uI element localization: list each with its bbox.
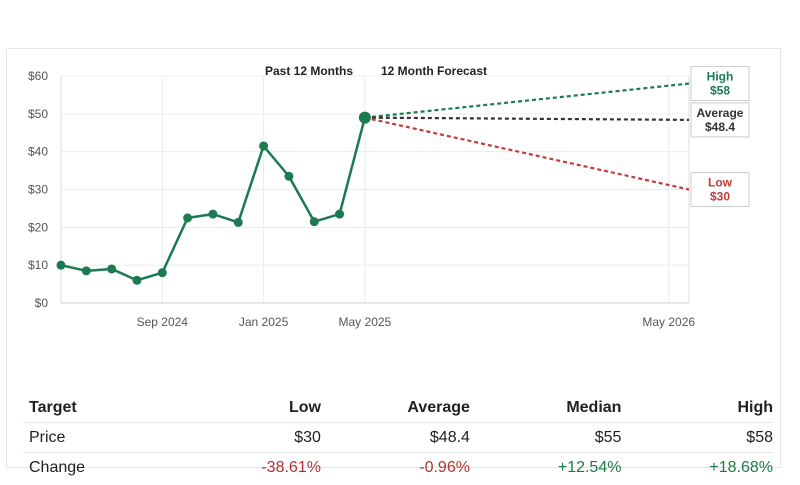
history-data-point <box>284 171 294 181</box>
forecast-line-low <box>364 116 690 191</box>
x-tick-label: May 2026 <box>642 315 695 329</box>
y-tick-label: $60 <box>28 69 48 83</box>
change-average: -0.96% <box>419 458 470 476</box>
history-data-point <box>132 275 142 285</box>
current-price-point <box>358 111 371 124</box>
table-row-change: Change -38.61% -0.96% +12.54% +18.68% <box>23 453 773 483</box>
price-low: $30 <box>179 422 321 453</box>
row-label-change: Change <box>29 458 86 476</box>
y-tick-label: $50 <box>28 107 48 121</box>
header-low: Low <box>179 393 321 423</box>
header-median: Median <box>469 393 622 423</box>
row-label-price: Price <box>23 422 179 453</box>
forecast-label-name: Average <box>697 106 744 120</box>
history-data-point <box>157 268 167 278</box>
forecast-label-low: Low$30 <box>690 172 750 207</box>
forecast-label-box <box>690 66 750 102</box>
history-data-point <box>335 209 345 219</box>
y-tick-label: $30 <box>28 183 48 197</box>
history-data-point <box>81 266 91 276</box>
price-high: $58 <box>621 422 773 453</box>
history-data-point <box>309 217 319 227</box>
forecast-label-name: High <box>707 70 734 84</box>
forecast-label-value: $58 <box>710 84 730 98</box>
x-tick-label: Sep 2024 <box>137 315 189 329</box>
history-data-point <box>56 260 66 270</box>
price-median: $55 <box>469 422 622 453</box>
change-median: +12.54% <box>557 458 622 476</box>
history-data-point <box>208 209 218 219</box>
chart-title-forecast: 12 Month Forecast <box>381 64 487 78</box>
y-tick-label: $0 <box>35 296 49 310</box>
history-data-point <box>183 213 193 223</box>
price-forecast-chart: $0 $10 $20 $30 $40 $50 $60 Sep 2024 Jan 2025 May … <box>28 64 750 329</box>
forecast-label-high: High$58 <box>690 66 750 102</box>
change-low: -38.61% <box>261 458 321 476</box>
price-history-line <box>60 117 367 282</box>
price-target-table: Target Low Average Median High Price $30… <box>23 393 773 482</box>
forecast-line-average <box>364 116 690 121</box>
forecast-label-box <box>690 172 750 207</box>
forecast-line-high <box>364 82 690 119</box>
table-row-price: Price $30 $48.4 $55 $58 <box>23 422 773 453</box>
forecast-label-box <box>690 102 750 138</box>
y-tick-label: $10 <box>28 258 48 272</box>
header-target: Target <box>23 393 179 423</box>
change-high: +18.68% <box>709 458 773 476</box>
history-data-point <box>107 264 117 274</box>
history-data-point <box>233 217 243 227</box>
forecast-label-value: $48.4 <box>705 120 735 134</box>
x-tick-label: Jan 2025 <box>239 315 289 329</box>
y-tick-label: $20 <box>28 220 48 234</box>
x-tick-label: May 2025 <box>339 315 392 329</box>
history-data-point <box>259 141 269 151</box>
table-header-row: Target Low Average Median High <box>23 393 773 423</box>
y-tick-label: $40 <box>28 145 48 159</box>
header-average: Average <box>320 393 470 423</box>
chart-title-past: Past 12 Months <box>265 64 353 78</box>
header-high: High <box>621 393 773 423</box>
forecast-label-average: Average$48.4 <box>690 102 750 138</box>
price-average: $48.4 <box>320 422 470 453</box>
forecast-label-name: Low <box>708 176 733 190</box>
forecast-label-value: $30 <box>710 190 730 204</box>
forecast-card: $0 $10 $20 $30 $40 $50 $60 Sep 2024 Jan 2025 May … <box>6 48 781 476</box>
